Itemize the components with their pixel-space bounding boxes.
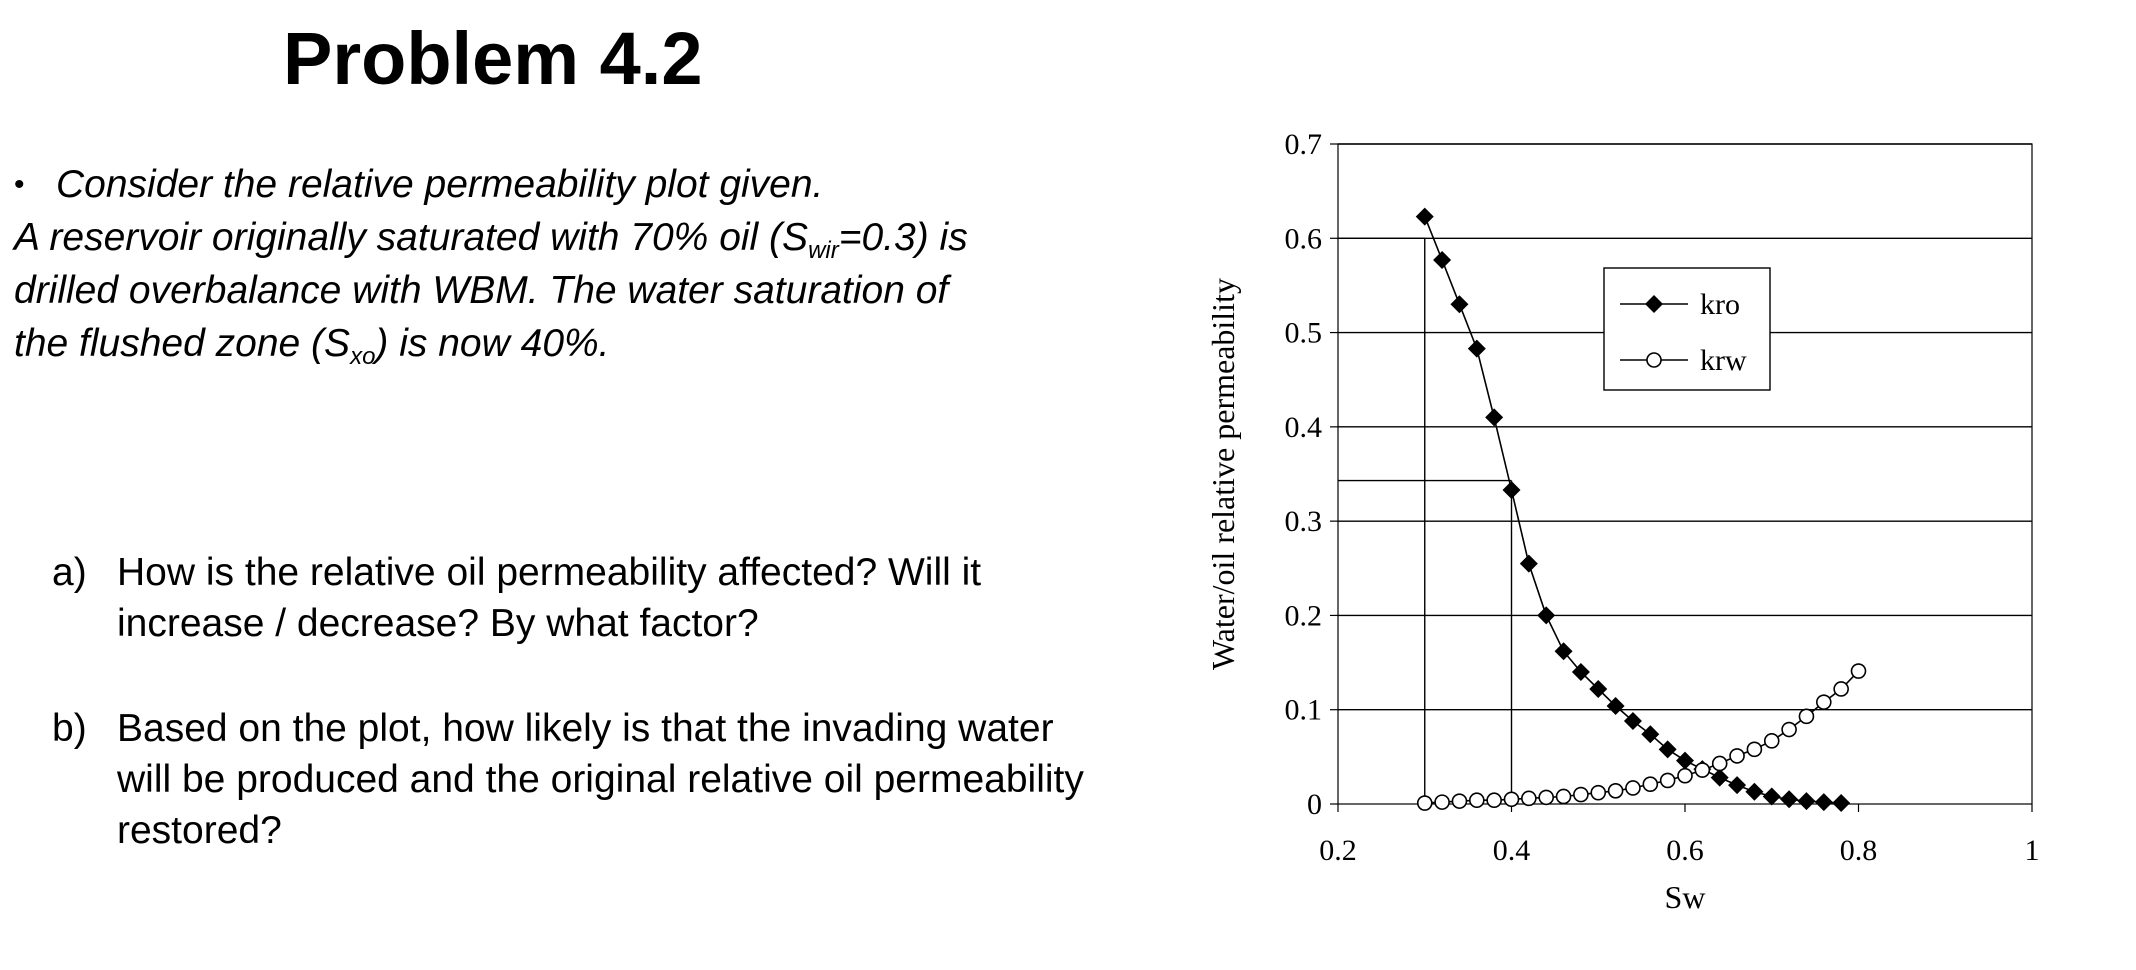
series-kro-point	[1797, 792, 1816, 811]
series-kro-point	[1571, 663, 1590, 681]
series-krw-point	[1798, 708, 1815, 725]
series-kro-point	[1641, 725, 1660, 744]
legend-krw-marker	[1646, 352, 1662, 368]
series-krw-point	[1451, 793, 1468, 809]
series-krw-point	[1746, 741, 1763, 758]
series-kro-point	[1814, 793, 1833, 812]
series-kro-point	[1589, 679, 1608, 698]
series-kro-point	[1502, 481, 1521, 500]
intro-line-2: A reservoir originally saturated with 70…	[14, 211, 1134, 264]
intro-line-1: Consider the relative permeability plot …	[56, 163, 824, 206]
series-kro-point	[1762, 787, 1781, 806]
series-krw-point	[1711, 755, 1728, 772]
series-kro-point	[1554, 642, 1573, 661]
slide-title: Problem 4.2	[283, 17, 703, 100]
series-kro-point	[1467, 339, 1486, 358]
series-krw-point	[1694, 762, 1711, 778]
x-tick-label: 1	[2025, 834, 2040, 867]
series-krw-point	[1607, 782, 1624, 799]
series-krw-point	[1763, 733, 1780, 749]
series-krw-point	[1833, 681, 1849, 697]
y-tick-label: 0.5	[1285, 317, 1323, 350]
swir-subscript: wir	[808, 237, 839, 264]
x-tick-label: 0.6	[1666, 834, 1704, 867]
legend-box	[1603, 267, 1771, 391]
bullet-marker: •	[14, 168, 25, 201]
series-kro-point	[1832, 794, 1851, 813]
legend-kro-label: kro	[1700, 288, 1740, 321]
x-tick-label: 0.2	[1319, 834, 1357, 867]
series-kro-point	[1415, 207, 1434, 226]
question-b: b) Based on the plot, how likely is that…	[52, 703, 1102, 856]
series-krw-point	[1555, 788, 1572, 805]
series-kro-point	[1623, 712, 1642, 731]
series-krw-line	[1424, 670, 1860, 804]
series-kro-point	[1537, 606, 1556, 625]
series-kro-point	[1745, 782, 1764, 801]
series-krw-point	[1781, 721, 1797, 738]
y-tick-label: 0.3	[1285, 505, 1323, 538]
question-a-text: How is the relative oil permeability aff…	[117, 551, 982, 645]
relative-permeability-chart: 0 0.1 0.2 0.3 0.4 0.5 0.6 0.7 0.2 0.4 0.6 0.8 1 Sw Wat…	[1205, 128, 2040, 915]
intro-line-2-text-b: =0.3) is	[838, 216, 968, 259]
y-tick-label: 0.4	[1285, 411, 1323, 444]
x-tick-label: 0.4	[1493, 834, 1531, 867]
series-krw-point	[1521, 790, 1537, 807]
series-krw-point	[1677, 767, 1693, 784]
series-kro-point	[1485, 408, 1504, 427]
x-axis-label: Sw	[1665, 879, 1706, 915]
series-krw-point	[1642, 776, 1659, 793]
series-krw-point	[1486, 792, 1502, 809]
intro-line-2-text-a: A reservoir originally saturated with 70…	[14, 216, 809, 259]
series-krw-point	[1538, 789, 1555, 806]
series-kro-point	[1728, 776, 1747, 795]
series-kro-point	[1433, 250, 1452, 269]
series-krw-point	[1850, 663, 1867, 679]
series-krw-point	[1659, 772, 1676, 789]
series-kro-point	[1658, 740, 1677, 759]
intro-line-3: drilled overbalance with WBM. The water …	[14, 269, 949, 312]
series-kro-point	[1780, 790, 1799, 809]
y-tick-label: 0.2	[1285, 599, 1323, 632]
series-krw-point	[1729, 748, 1745, 764]
series-krw-point	[1468, 792, 1485, 809]
question-b-label: b)	[52, 707, 87, 750]
legend-krw-label: krw	[1700, 344, 1747, 377]
x-tick-label: 0.8	[1840, 834, 1878, 867]
series-kro-point	[1606, 696, 1625, 715]
intro-line-4-text-a: the flushed zone (S	[14, 322, 351, 365]
question-a: a) How is the relative oil permeability …	[52, 547, 1102, 649]
series-krw-point	[1434, 794, 1450, 810]
y-tick-label: 0.7	[1285, 128, 1323, 161]
legend-kro-marker	[1645, 295, 1663, 313]
series-krw-point	[1815, 694, 1832, 710]
intro-line-4-text-b: ) is now 40%.	[375, 322, 610, 365]
series-kro-point	[1450, 295, 1469, 314]
series-kro-point	[1710, 768, 1729, 787]
series-krw-point	[1416, 795, 1433, 811]
series-krw-point	[1625, 780, 1641, 796]
plot-frame	[1337, 143, 2033, 805]
sxo-subscript: xo	[350, 343, 376, 370]
series-kro-point	[1519, 554, 1538, 573]
series-kro-point	[1676, 751, 1694, 770]
y-tick-label: 0.6	[1285, 222, 1323, 255]
y-axis-label: Water/oil relative permeability	[1205, 278, 1241, 670]
series-krw-point	[1573, 786, 1589, 803]
y-tick-label: 0	[1307, 788, 1322, 821]
intro-line-4: the flushed zone (Sxo) is now 40%.	[14, 317, 1134, 370]
series-krw-point	[1590, 784, 1607, 801]
problem-statement: • Consider the relative permeability plo…	[14, 158, 1134, 370]
question-b-text: Based on the plot, how likely is that th…	[117, 707, 1084, 852]
question-a-label: a)	[52, 551, 87, 594]
y-tick-label: 0.1	[1285, 694, 1323, 727]
series-krw-point	[1503, 791, 1520, 808]
